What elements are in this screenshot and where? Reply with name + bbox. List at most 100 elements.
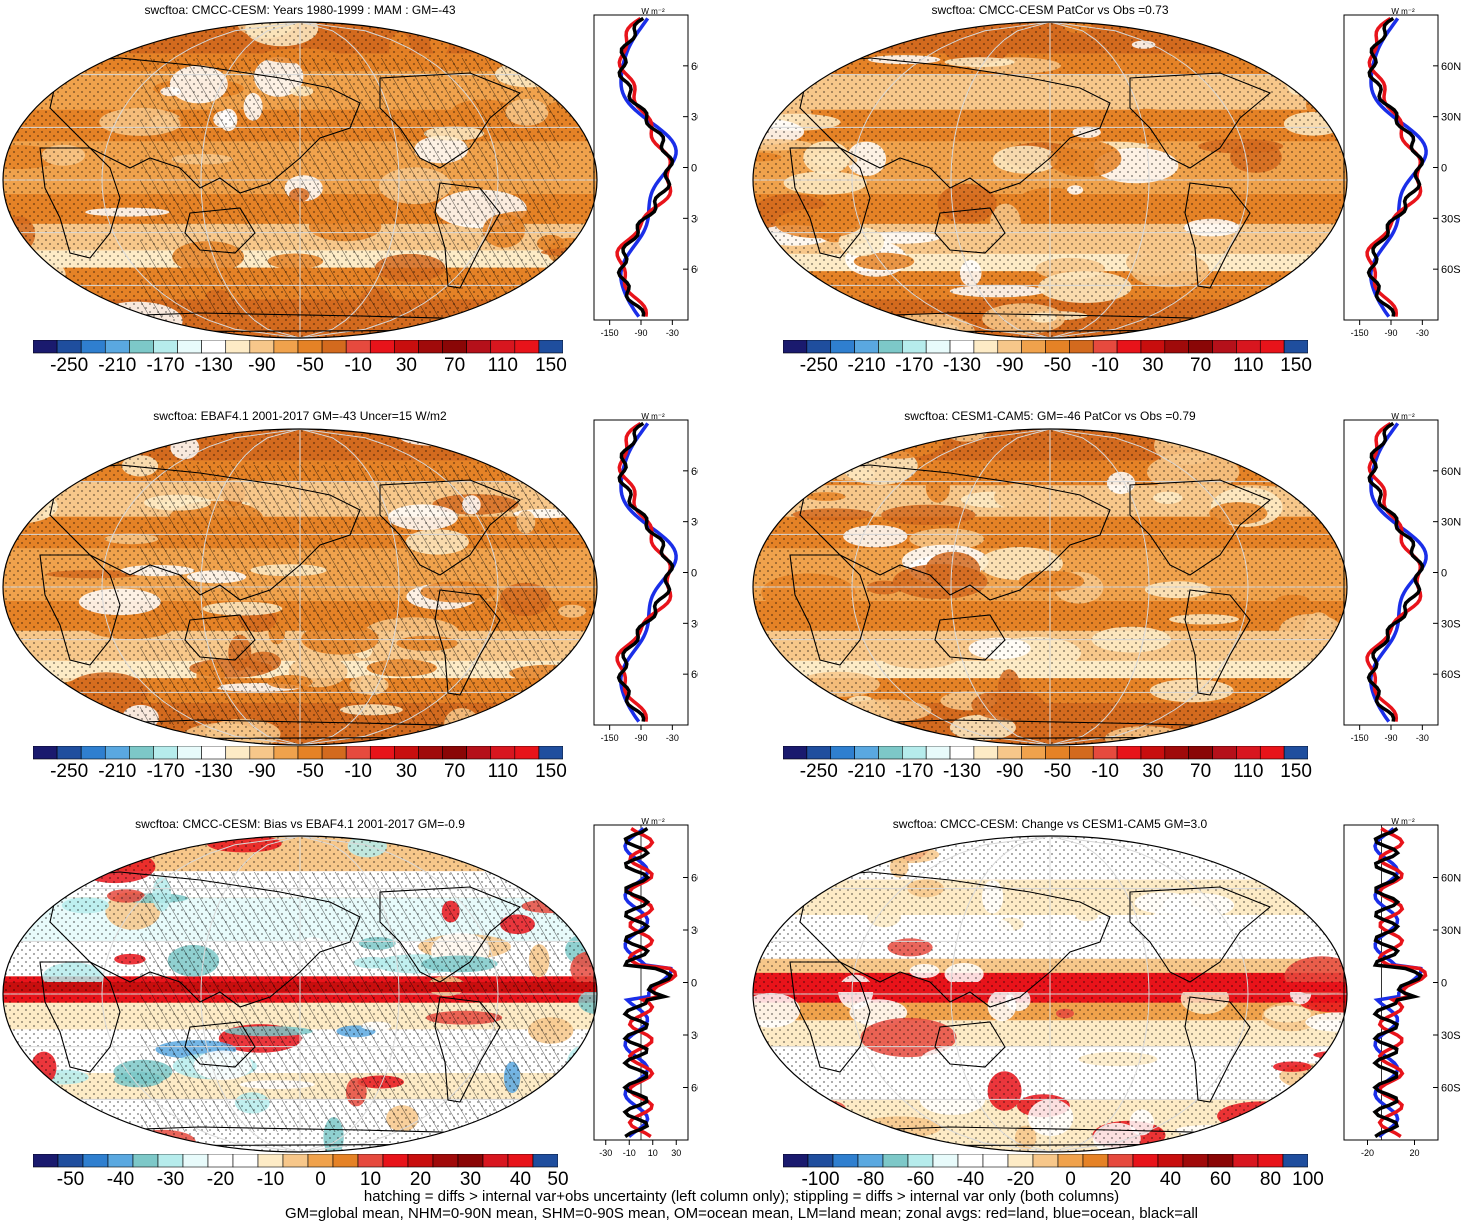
colorbar-swatch <box>806 746 832 760</box>
colorbar-tick-label: 30 <box>1142 355 1164 376</box>
panel-1: swcftoa: CMCC-CESM: Years 1980-1999 : MA… <box>0 0 700 390</box>
zonal-x-tick-label: -30 <box>666 328 679 338</box>
colorbar-swatch <box>1069 340 1094 354</box>
unit-label: W m⁻² <box>641 412 665 421</box>
all-zonal-mean <box>616 421 675 722</box>
latitude-tick-label: 30N <box>1441 517 1461 529</box>
coastline <box>934 1021 1006 1068</box>
colorbar-tick-label: 40 <box>509 1169 532 1190</box>
colorbar-swatch <box>369 340 395 354</box>
coastline <box>1129 886 1272 983</box>
colorbar-swatch <box>830 746 855 760</box>
colorbar-swatch <box>957 1154 984 1168</box>
map-border <box>752 21 1348 339</box>
field-patch <box>512 313 548 330</box>
coastline <box>1184 996 1251 1103</box>
field-patch <box>550 1097 589 1121</box>
field-patch <box>1221 26 1282 37</box>
colorbar-swatch <box>1207 1154 1234 1168</box>
latitude-tick-label: 0 <box>691 163 697 175</box>
field-patch <box>758 442 812 466</box>
colorbar-swatch <box>854 746 879 760</box>
colorbar <box>783 340 1308 354</box>
footer-line-2: GM=global mean, NHM=0-90N mean, SHM=0-90… <box>284 1205 1198 1222</box>
colorbar-swatch <box>932 1154 959 1168</box>
colorbar-tick-label: -210 <box>98 761 137 782</box>
colorbar-swatch <box>1282 1154 1308 1168</box>
colorbar-swatch <box>1140 746 1166 760</box>
colorbar-swatch <box>249 746 275 760</box>
colorbar-swatch <box>104 746 130 760</box>
zonal-x-tick-label: -90 <box>634 733 647 743</box>
colorbar-swatch <box>225 746 251 760</box>
colorbar-swatch <box>783 746 808 760</box>
panel-title: swcftoa: CMCC-CESM: Years 1980-1999 : MA… <box>144 3 456 17</box>
colorbar-swatch <box>1057 1154 1084 1168</box>
zonal-x-tick-label: -90 <box>1384 328 1397 338</box>
field-patch <box>532 307 593 322</box>
colorbar-swatch <box>538 340 563 354</box>
meridian-gridline <box>851 836 1051 1152</box>
zonal-x-tick-label: -10 <box>623 1148 636 1158</box>
colorbar-swatch <box>1257 1154 1284 1168</box>
colorbar-swatch <box>297 746 323 760</box>
colorbar-swatch <box>1212 746 1237 760</box>
colorbar-tick-label: 20 <box>1109 1169 1132 1190</box>
colorbar-tick-label: 20 <box>409 1169 432 1190</box>
zonal-x-tick-label: -30 <box>1416 733 1429 743</box>
colorbar-swatch <box>232 1154 259 1168</box>
colorbar-swatch <box>1140 340 1166 354</box>
meridian-gridline <box>1049 22 1150 338</box>
unit-label: W m⁻² <box>1391 7 1415 16</box>
field-patch <box>753 104 775 122</box>
zonal-x-tick-label: 20 <box>1409 1148 1419 1158</box>
colorbar-swatch <box>153 340 178 354</box>
colorbar-tick-label: 40 <box>1159 1169 1182 1190</box>
latitude-tick-label: 60N <box>691 466 698 478</box>
zonal-x-tick-label: -30 <box>1416 328 1429 338</box>
latitude-tick-label: 0 <box>1441 163 1447 175</box>
colorbar-tick-label: 30 <box>459 1169 482 1190</box>
coastline <box>39 554 121 666</box>
colorbar <box>33 746 563 760</box>
colorbar-swatch <box>307 1154 334 1168</box>
colorbar-swatch <box>902 340 927 354</box>
colorbar-swatch <box>321 746 347 760</box>
colorbar-swatch <box>1212 340 1237 354</box>
latitude-tick-label: 60N <box>1441 61 1461 73</box>
colorbar-tick-label: -210 <box>847 355 886 376</box>
field-patch <box>3 1118 33 1128</box>
colorbar-swatch <box>949 746 975 760</box>
colorbar-tick-label: 60 <box>1209 1169 1232 1190</box>
zonal-frame <box>1343 419 1439 726</box>
coastline <box>184 207 256 254</box>
colorbar-tick-label: 30 <box>395 761 417 782</box>
field-patch <box>8 429 69 456</box>
colorbar-swatch <box>107 1154 134 1168</box>
colorbar-tick-label: -90 <box>995 761 1024 782</box>
all-zonal-mean <box>1366 421 1425 722</box>
panel-2: swcftoa: CMCC-CESM PatCor vs Obs =0.73 -… <box>750 0 1483 390</box>
latitude-tick-label: 60N <box>1441 466 1461 478</box>
colorbar-tick-label: 70 <box>444 761 466 782</box>
colorbar-swatch <box>490 340 516 354</box>
latitude-tick-label: 60N <box>691 873 698 885</box>
colorbar-swatch <box>418 746 443 760</box>
colorbar-tick-label: -10 <box>344 761 372 782</box>
colorbar-swatch <box>482 1154 509 1168</box>
colorbar-swatch <box>282 1154 309 1168</box>
meridian-gridline <box>299 836 400 1152</box>
colorbar-tick-label: -50 <box>1043 761 1072 782</box>
colorbar-swatch <box>177 746 202 760</box>
colorbar-swatch <box>514 340 540 354</box>
colorbar-tick-label: -30 <box>156 1169 185 1190</box>
zonal-frame <box>593 14 689 321</box>
coastline <box>379 72 522 169</box>
colorbar-swatch <box>1107 1154 1134 1168</box>
colorbar-swatch <box>257 1154 284 1168</box>
colorbar-tick-label: -20 <box>206 1169 235 1190</box>
colorbar-swatch <box>854 340 879 354</box>
meridian-gridline <box>200 429 301 745</box>
meridian-gridline <box>851 429 1051 745</box>
field-patch <box>3 860 66 900</box>
